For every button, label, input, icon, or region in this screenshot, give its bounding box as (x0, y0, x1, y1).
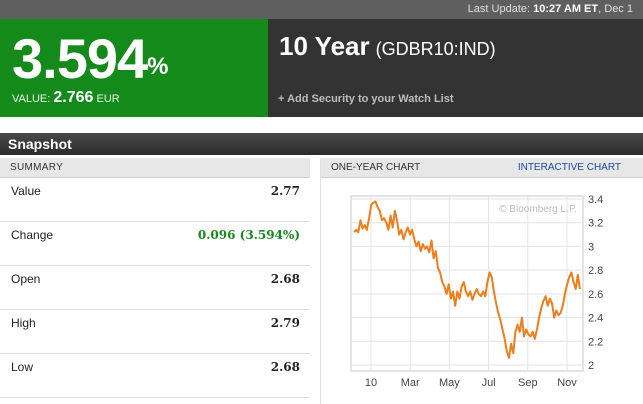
interactive-chart-link[interactable]: INTERACTIVE CHART (517, 162, 621, 173)
security-header: 10 Year (GDBR10:IND) + Add Security to yo… (268, 19, 643, 117)
summary-row-open: Open 2.68 (0, 266, 310, 310)
chart-watermark: © Bloomberg L.P. (499, 204, 577, 215)
summary-row-change: Change 0.096 (3.594%) (0, 222, 310, 266)
x-tick-labels: 10 Mar May Jul Sep Nov (365, 377, 577, 389)
summary-value: 0.096 (3.594%) (197, 228, 300, 242)
x-tick-label: May (439, 377, 460, 389)
security-title-block: 10 Year (GDBR10:IND) (279, 31, 496, 62)
x-tick-label: Mar (401, 377, 420, 389)
summary-row-high: High 2.79 (0, 310, 310, 354)
x-tick-label: Nov (557, 377, 577, 389)
percent-symbol: % (147, 53, 168, 80)
last-update-date: Dec 1 (604, 3, 633, 15)
chart-header: ONE-YEAR CHART INTERACTIVE CHART (321, 158, 643, 178)
y-tick-label: 2.4 (588, 313, 603, 325)
value-label: VALUE: (12, 93, 51, 105)
percent-yield-value: 3.594 (12, 27, 148, 90)
x-tick-label: 10 (365, 377, 377, 389)
summary-header: SUMMARY (0, 158, 310, 178)
security-ticker: (GDBR10:IND) (375, 39, 496, 59)
yield-series-line (353, 200, 581, 359)
y-tick-label: 2.8 (588, 265, 603, 277)
summary-row-low: Low 2.68 (0, 354, 310, 398)
last-update-label: Last Update: (467, 3, 531, 15)
percent-yield: 3.594% (12, 27, 169, 91)
summary-value: 2.79 (270, 316, 300, 330)
summary-row-value: Value 2.77 (0, 178, 310, 222)
summary-label: Open (11, 272, 41, 286)
summary-value: 2.68 (270, 360, 300, 374)
one-year-chart-panel: ONE-YEAR CHART INTERACTIVE CHART © Bloom… (320, 158, 643, 404)
summary-label: Low (11, 360, 34, 374)
y-tick-label: 3.4 (588, 194, 603, 206)
summary-label: Change (11, 228, 54, 242)
quote-change-panel: 3.594% VALUE: 2.766 EUR (0, 19, 268, 117)
x-tick-label: Jul (482, 377, 496, 389)
last-update-time: 10:27 AM ET (533, 3, 599, 15)
y-tick-label: 3.2 (588, 218, 603, 230)
value-line: VALUE: 2.766 EUR (12, 89, 120, 107)
summary-value: 2.68 (270, 272, 300, 286)
last-update-bar: Last Update: 10:27 AM ET, Dec 1 (0, 0, 643, 19)
y-tick-labels: 3.4 3.2 3 2.8 2.6 2.4 2.2 2 (588, 194, 603, 372)
summary-label: Value (11, 184, 41, 198)
y-tick-label: 3 (588, 241, 594, 253)
summary-table: SUMMARY Value 2.77 Change 0.096 (3.594%)… (0, 158, 310, 404)
chart-title: ONE-YEAR CHART (331, 162, 421, 173)
yield-line-chart: © Bloomberg L.P. 3.4 3.2 3 2.8 2.6 2.4 2.2 2 10… (350, 194, 603, 389)
value-amount: 2.766 (53, 89, 94, 106)
summary-label: High (11, 316, 36, 330)
security-title: 10 Year (279, 31, 370, 61)
snapshot-title: Snapshot (0, 133, 643, 155)
y-tick-label: 2 (588, 360, 594, 372)
summary-value: 2.77 (270, 184, 300, 198)
x-tick-label: Sep (518, 377, 538, 389)
y-tick-label: 2.2 (588, 336, 603, 348)
value-currency: EUR (96, 93, 120, 105)
y-tick-label: 2.6 (588, 289, 603, 301)
add-to-watchlist-link[interactable]: + Add Security to your Watch List (278, 93, 454, 105)
